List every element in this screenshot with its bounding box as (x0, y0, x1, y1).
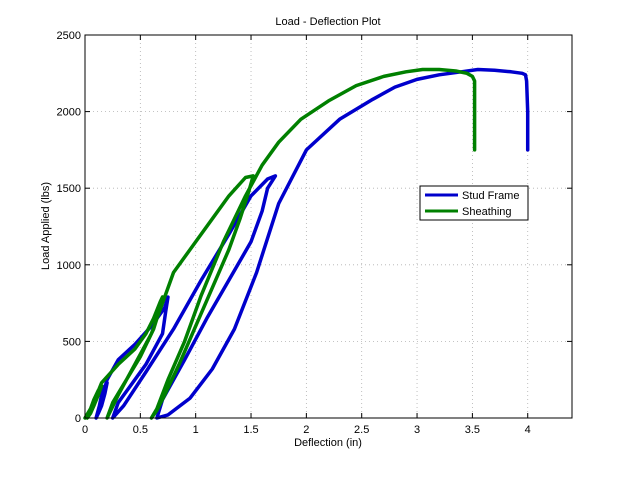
x-tick-label: 0 (82, 424, 88, 436)
legend: Stud Frame Sheathing (419, 185, 529, 221)
y-tick-label: 0 (75, 413, 81, 425)
y-tick-label: 500 (63, 336, 81, 348)
y-tick-label: 1500 (57, 183, 81, 195)
legend-label-sheathing: Sheathing (462, 206, 512, 218)
chart-title: Load - Deflection Plot (275, 16, 380, 28)
series-layer (83, 67, 530, 420)
y-tick-label: 2500 (57, 30, 81, 42)
plot-frame (84, 34, 573, 419)
x-tick-label: 2 (303, 424, 309, 436)
series-line-sheathing (83, 67, 477, 420)
x-tick-label: 3.5 (465, 424, 480, 436)
x-tick-label: 2.5 (354, 424, 369, 436)
y-tick-label: 1000 (57, 260, 81, 272)
ticks: 0 0.5 1 1.5 2 2.5 3 3.5 4 0 500 1000 1500 2000 2500 (57, 30, 572, 436)
x-tick-label: 1.5 (243, 424, 258, 436)
legend-label-stud-frame: Stud Frame (462, 190, 519, 202)
plot-area (85, 35, 572, 418)
x-tick-label: 3 (414, 424, 420, 436)
x-tick-label: 0.5 (133, 424, 148, 436)
x-axis-label: Deflection (in) (294, 437, 362, 449)
x-tick-label: 1 (193, 424, 199, 436)
y-tick-label: 2000 (57, 107, 81, 119)
y-axis-label: Load Applied (lbs) (40, 182, 52, 270)
legend-box (419, 185, 529, 221)
x-tick-label: 4 (525, 424, 531, 436)
